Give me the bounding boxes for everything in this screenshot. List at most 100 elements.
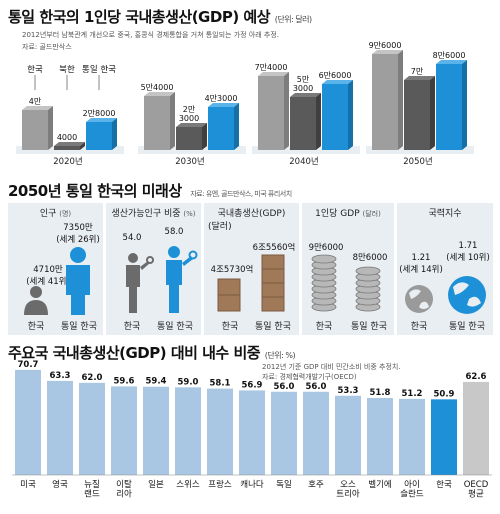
share-category-label: 호주 [308, 480, 324, 490]
category-label: 2040년 [289, 156, 318, 167]
globe-icon-korea [405, 285, 433, 313]
share-value-label: 59.0 [178, 377, 199, 387]
bar-value-label: 4만3000 [205, 94, 238, 103]
share-value-label: 51.2 [402, 389, 423, 399]
bar [144, 96, 170, 150]
share-bar [399, 398, 425, 475]
bar-side [462, 60, 467, 150]
share-category-label: 뉴질 랜드 [84, 479, 100, 500]
bar-value-label: 7만4000 [255, 63, 288, 72]
coin-stack-icons [311, 254, 381, 312]
per-capita-korea-value: 8만6000 [352, 253, 388, 263]
share-value-label: 70.7 [18, 360, 39, 370]
category-label: 2030년 [175, 156, 204, 167]
section3-title: 주요국 국내총생산(GDP) 대비 내수 비중 (단위: %) [8, 344, 296, 362]
bar-top [258, 72, 289, 76]
bar-top [436, 60, 467, 64]
share-bar [335, 395, 361, 475]
section3-source: 자료: 경제협력개발기구(OECD) [262, 373, 357, 381]
worker-icon-unified [166, 246, 198, 313]
share-category-label: 영국 [52, 479, 68, 490]
bar-value-label: 4000 [57, 133, 77, 142]
share-value-label: 56.0 [306, 382, 327, 392]
share-value-label: 53.3 [338, 386, 359, 396]
power-unified-value: 1.71 (세계 10위) [446, 241, 490, 263]
category-label: 2050년 [403, 156, 432, 167]
bar [372, 54, 398, 150]
bar-top [54, 142, 85, 146]
section2-title: 2050년 통일 한국의 미래상 자료: 유엔, 골드만삭스, 미국 퓨리서치 [8, 182, 292, 200]
population-unified-value: 7350만 (세계 26위) [56, 223, 100, 245]
share-category-label: 오스 트리아 [336, 480, 360, 500]
share-value-label: 50.9 [434, 389, 455, 399]
person-icon-korea [24, 286, 48, 315]
share-value-label: 63.3 [50, 371, 71, 381]
panel-gdp: 국내총생산(GDP) (달러) 4조5730억 6조5560억 한국 통일 한국 [204, 203, 299, 335]
globe-icons [405, 276, 486, 314]
bar [176, 127, 202, 150]
bar-top [176, 123, 207, 127]
share-bar [175, 387, 201, 475]
share-category-label: 한국 [436, 480, 452, 490]
per-capita-korea-label: 한국 [315, 322, 333, 332]
bar-top [86, 118, 117, 122]
bar-side [430, 76, 435, 150]
share-bar [111, 386, 137, 475]
worker-icon-korea [126, 253, 154, 313]
bar-side [316, 93, 321, 150]
bar-side [234, 103, 239, 150]
bar-top [208, 103, 239, 107]
bar-top [322, 80, 353, 84]
bar-side [48, 106, 53, 150]
bar-value-label: 2만8000 [83, 109, 116, 118]
gdp-unit: (달러) [208, 222, 232, 232]
share-value-label: 59.6 [114, 376, 135, 386]
share-bar [143, 386, 169, 475]
bar-top [144, 92, 175, 96]
worker-icons [126, 246, 198, 313]
bar-top [372, 50, 403, 54]
bar-value-label: 5만4000 [141, 83, 174, 92]
working-age-unified-label: 통일 한국 [157, 322, 193, 332]
bar-side [202, 123, 207, 150]
bar [290, 97, 316, 150]
population-unified-label: 통일 한국 [61, 322, 97, 332]
bar-side [170, 92, 175, 150]
bar-side [80, 142, 85, 150]
domestic-demand-chart: 70.7 미국 63.3 영국 62.0 뉴질 랜드 59.6 이탈 리아 59.4 일본 59.0 스위… [12, 360, 492, 500]
working-age-korea-value: 54.0 [122, 233, 142, 243]
bar [54, 146, 80, 150]
gdp-korea-label: 한국 [221, 322, 239, 332]
share-bar [207, 388, 233, 475]
bar-value-label: 5만 3000 [293, 75, 313, 93]
legend-label: 한국 [27, 65, 43, 75]
bar-value-label: 8만6000 [433, 51, 466, 60]
share-category-label: OECD 평균 [464, 480, 489, 500]
share-category-label: 미국 [20, 480, 36, 490]
share-value-label: 51.8 [370, 388, 391, 398]
panel-national-power: 국력지수 1.21 (세계 14위) 1.71 (세계 10위) 한국 통일 한… [397, 203, 493, 335]
bar [322, 84, 348, 150]
share-value-label: 62.0 [82, 373, 103, 383]
power-korea-value: 1.21 (세계 14위) [399, 253, 443, 275]
power-unified-label: 통일 한국 [449, 322, 485, 332]
person-icon-unified [66, 247, 90, 315]
per-capita-unified-label: 통일 한국 [351, 322, 387, 332]
gdp-korea-value: 4조5730억 [210, 265, 254, 275]
share-category-label: 아이 슬란드 [400, 479, 424, 500]
bar-value-label: 7만 [411, 67, 424, 76]
share-bar [303, 391, 329, 475]
bar [86, 122, 112, 150]
legend-label: 통일 한국 [82, 65, 116, 75]
gdp-forecast-chart: 4만 4000 2만8000 2020년 5만4000 2만 3000 4만3000 2030년… [16, 41, 474, 167]
power-korea-label: 한국 [410, 322, 428, 332]
section1-source: 자료: 골드만삭스 [22, 43, 72, 51]
share-bar [463, 381, 489, 475]
working-age-unified-value: 58.0 [164, 227, 184, 237]
bar-top [404, 76, 435, 80]
legend-label: 북한 [59, 65, 75, 75]
bar-value-label: 9만6000 [369, 41, 402, 50]
bar [404, 80, 430, 150]
share-bar [79, 382, 105, 475]
bar-value-label: 2만 3000 [179, 105, 199, 123]
